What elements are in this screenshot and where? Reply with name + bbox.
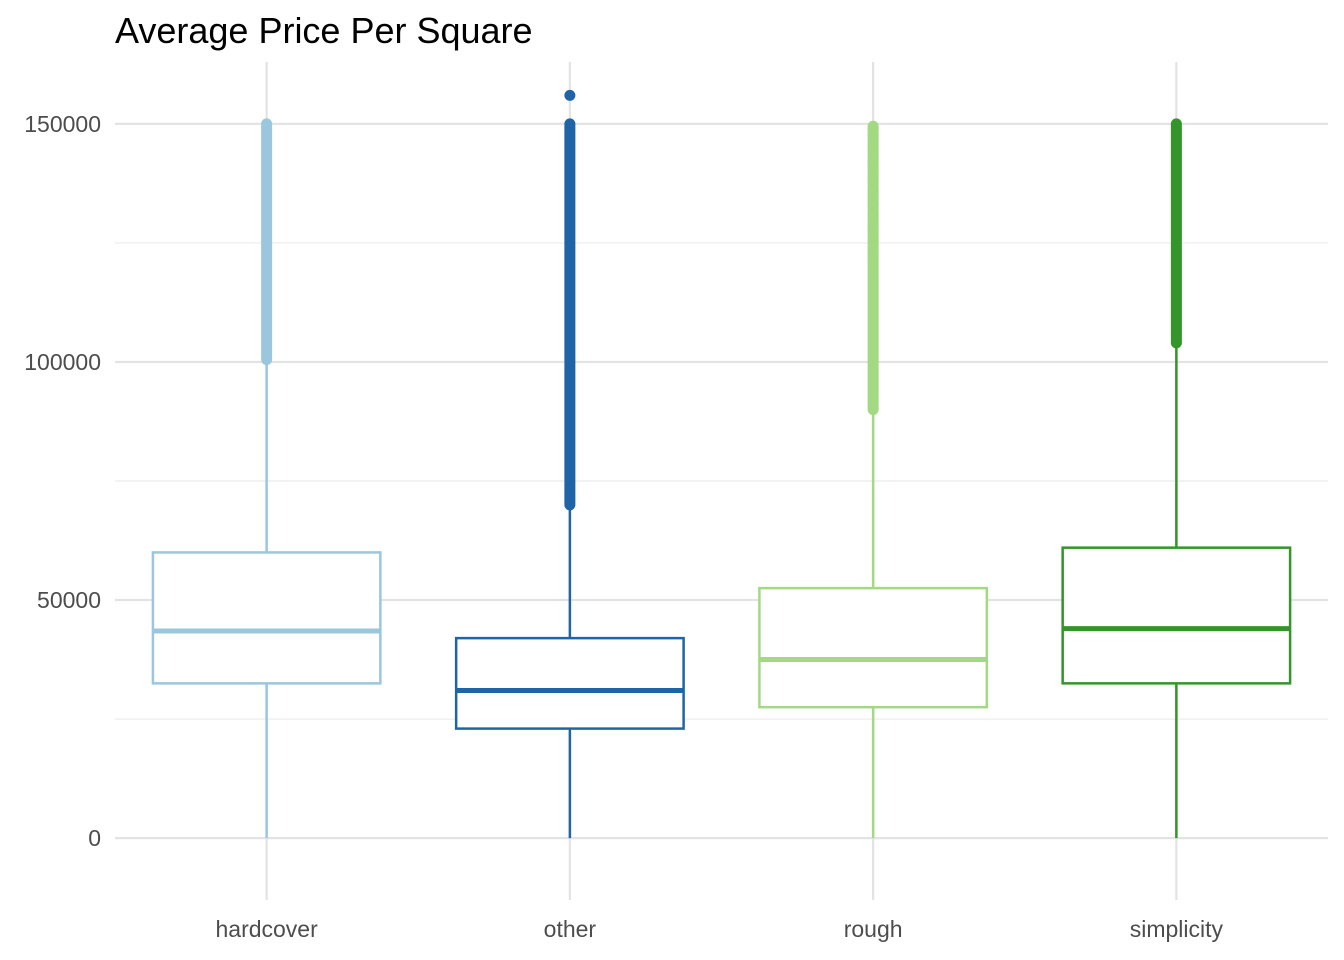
- x-tick-label: hardcover: [215, 916, 318, 942]
- box: [151, 551, 382, 685]
- y-tick-label: 0: [88, 825, 101, 851]
- outlier-point: [867, 175, 879, 187]
- box: [1061, 546, 1292, 685]
- outlier-point: [867, 270, 879, 282]
- outlier-point: [867, 166, 879, 178]
- outlier-point: [867, 225, 879, 237]
- outlier-point: [564, 89, 576, 101]
- outlier-point: [867, 142, 879, 154]
- x-tick-label: simplicity: [1130, 916, 1224, 942]
- box: [454, 636, 685, 730]
- outlier-point: [867, 208, 879, 220]
- box: [758, 586, 989, 709]
- outlier-point: [867, 156, 879, 168]
- y-tick-label: 100000: [24, 349, 101, 375]
- chart-title: Average Price Per Square: [115, 10, 533, 51]
- outlier-point: [867, 199, 879, 211]
- x-tick-label: rough: [844, 916, 903, 942]
- y-tick-label: 150000: [24, 111, 101, 137]
- x-tick-label: other: [544, 916, 597, 942]
- y-tick-label: 50000: [37, 587, 101, 613]
- outlier-point: [867, 130, 879, 142]
